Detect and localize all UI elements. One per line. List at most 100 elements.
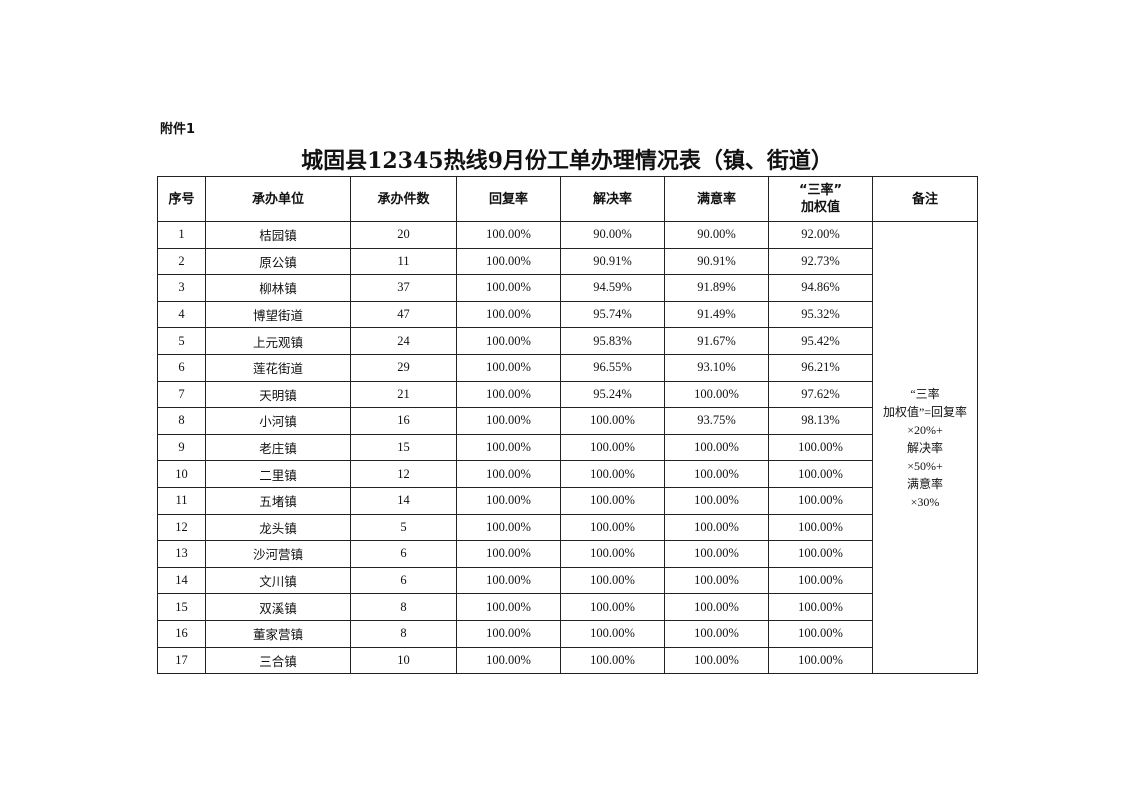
cell-count: 8 bbox=[350, 619, 457, 648]
cell-reply-rate: 100.00% bbox=[456, 327, 561, 355]
cell-index: 1 bbox=[157, 221, 206, 249]
cell-resolve-rate: 95.74% bbox=[560, 300, 665, 329]
cell-reply-rate: 100.00% bbox=[456, 566, 561, 595]
cell-resolve-rate: 100.00% bbox=[560, 460, 665, 488]
header-unit: 承办单位 bbox=[205, 176, 351, 222]
cell-resolve-rate: 95.83% bbox=[560, 327, 665, 355]
cell-satisfaction-rate: 93.75% bbox=[664, 407, 769, 435]
table-row: 6 莲花街道 29 100.00% 96.55% 93.10% 96.21% bbox=[157, 353, 978, 382]
cell-satisfaction-rate: 100.00% bbox=[664, 593, 769, 621]
cell-count: 12 bbox=[350, 460, 457, 488]
table-row: 9 老庄镇 15 100.00% 100.00% 100.00% 100.00% bbox=[157, 433, 978, 462]
cell-weighted-value: 100.00% bbox=[768, 486, 873, 515]
cell-reply-rate: 100.00% bbox=[456, 274, 561, 302]
cell-satisfaction-rate: 93.10% bbox=[664, 353, 769, 382]
cell-index: 17 bbox=[157, 646, 206, 675]
cell-unit: 龙头镇 bbox=[205, 513, 351, 542]
table-row: 2 原公镇 11 100.00% 90.91% 90.91% 92.73% bbox=[157, 247, 978, 276]
cell-resolve-rate: 100.00% bbox=[560, 566, 665, 595]
cell-index: 10 bbox=[157, 460, 206, 488]
cell-resolve-rate: 95.24% bbox=[560, 380, 665, 409]
cell-unit: 老庄镇 bbox=[205, 433, 351, 462]
header-satisfaction-rate: 满意率 bbox=[664, 176, 769, 222]
table-row: 3 柳林镇 37 100.00% 94.59% 91.89% 94.86% bbox=[157, 274, 978, 302]
attachment-label: 附件1 bbox=[160, 122, 196, 137]
table-row: 12 龙头镇 5 100.00% 100.00% 100.00% 100.00% bbox=[157, 513, 978, 542]
cell-resolve-rate: 100.00% bbox=[560, 486, 665, 515]
cell-index: 4 bbox=[157, 300, 206, 329]
cell-count: 5 bbox=[350, 513, 457, 542]
cell-unit: 博望街道 bbox=[205, 300, 351, 329]
cell-satisfaction-rate: 100.00% bbox=[664, 540, 769, 568]
cell-satisfaction-rate: 91.67% bbox=[664, 327, 769, 355]
table-row: 16 董家营镇 8 100.00% 100.00% 100.00% 100.00% bbox=[157, 619, 978, 648]
cell-resolve-rate: 100.00% bbox=[560, 513, 665, 542]
table-row: 13 沙河营镇 6 100.00% 100.00% 100.00% 100.00% bbox=[157, 540, 978, 568]
header-index: 序号 bbox=[157, 176, 206, 222]
cell-reply-rate: 100.00% bbox=[456, 380, 561, 409]
cell-count: 10 bbox=[350, 646, 457, 675]
cell-count: 29 bbox=[350, 353, 457, 382]
table-row: 14 文川镇 6 100.00% 100.00% 100.00% 100.00% bbox=[157, 566, 978, 595]
cell-unit: 董家营镇 bbox=[205, 619, 351, 648]
cell-count: 47 bbox=[350, 300, 457, 329]
cell-unit: 三合镇 bbox=[205, 646, 351, 675]
cell-resolve-rate: 100.00% bbox=[560, 593, 665, 621]
cell-resolve-rate: 90.00% bbox=[560, 221, 665, 249]
cell-count: 11 bbox=[350, 247, 457, 276]
page-title: 城固县12345热线9月份工单办理情况表（镇、街道） bbox=[301, 148, 833, 174]
cell-satisfaction-rate: 100.00% bbox=[664, 513, 769, 542]
cell-weighted-value: 94.86% bbox=[768, 274, 873, 302]
cell-reply-rate: 100.00% bbox=[456, 433, 561, 462]
cell-index: 2 bbox=[157, 247, 206, 276]
cell-resolve-rate: 100.00% bbox=[560, 619, 665, 648]
cell-satisfaction-rate: 91.49% bbox=[664, 300, 769, 329]
work-order-table: 序号 承办单位 承办件数 回复率 解决率 满意率 “三率” 加权值 备注 1 桔园镇 20 100.… bbox=[157, 176, 978, 675]
cell-index: 11 bbox=[157, 486, 206, 515]
cell-unit: 二里镇 bbox=[205, 460, 351, 488]
cell-unit: 原公镇 bbox=[205, 247, 351, 276]
cell-index: 12 bbox=[157, 513, 206, 542]
cell-resolve-rate: 96.55% bbox=[560, 353, 665, 382]
header-weighted-value: “三率” 加权值 bbox=[768, 176, 873, 222]
cell-count: 15 bbox=[350, 433, 457, 462]
table-row: 17 三合镇 10 100.00% 100.00% 100.00% 100.00% bbox=[157, 646, 978, 675]
cell-reply-rate: 100.00% bbox=[456, 460, 561, 488]
cell-weighted-value: 96.21% bbox=[768, 353, 873, 382]
cell-reply-rate: 100.00% bbox=[456, 221, 561, 249]
header-count: 承办件数 bbox=[350, 176, 457, 222]
cell-weighted-value: 100.00% bbox=[768, 513, 873, 542]
cell-reply-rate: 100.00% bbox=[456, 646, 561, 675]
cell-satisfaction-rate: 90.00% bbox=[664, 221, 769, 249]
cell-satisfaction-rate: 100.00% bbox=[664, 380, 769, 409]
cell-unit: 柳林镇 bbox=[205, 274, 351, 302]
cell-index: 7 bbox=[157, 380, 206, 409]
cell-satisfaction-rate: 100.00% bbox=[664, 460, 769, 488]
cell-count: 8 bbox=[350, 593, 457, 621]
cell-satisfaction-rate: 91.89% bbox=[664, 274, 769, 302]
cell-resolve-rate: 100.00% bbox=[560, 407, 665, 435]
cell-weighted-value: 100.00% bbox=[768, 540, 873, 568]
table-row: 8 小河镇 16 100.00% 100.00% 93.75% 98.13% bbox=[157, 407, 978, 435]
cell-weighted-value: 100.00% bbox=[768, 593, 873, 621]
header-remarks: 备注 bbox=[872, 176, 978, 222]
cell-resolve-rate: 90.91% bbox=[560, 247, 665, 276]
cell-unit: 五堵镇 bbox=[205, 486, 351, 515]
cell-satisfaction-rate: 100.00% bbox=[664, 566, 769, 595]
table-row: 11 五堵镇 14 100.00% 100.00% 100.00% 100.00% bbox=[157, 486, 978, 515]
table-row: 1 桔园镇 20 100.00% 90.00% 90.00% 92.00% “三率 加权值”=… bbox=[157, 220, 978, 675]
cell-index: 3 bbox=[157, 274, 206, 302]
cell-satisfaction-rate: 90.91% bbox=[664, 247, 769, 276]
cell-reply-rate: 100.00% bbox=[456, 593, 561, 621]
cell-unit: 沙河营镇 bbox=[205, 540, 351, 568]
cell-reply-rate: 100.00% bbox=[456, 300, 561, 329]
cell-unit: 双溪镇 bbox=[205, 593, 351, 621]
cell-reply-rate: 100.00% bbox=[456, 353, 561, 382]
table-row: 15 双溪镇 8 100.00% 100.00% 100.00% 100.00% bbox=[157, 593, 978, 621]
cell-unit: 天明镇 bbox=[205, 380, 351, 409]
cell-count: 16 bbox=[350, 407, 457, 435]
cell-reply-rate: 100.00% bbox=[456, 619, 561, 648]
cell-index: 9 bbox=[157, 433, 206, 462]
cell-count: 24 bbox=[350, 327, 457, 355]
cell-reply-rate: 100.00% bbox=[456, 407, 561, 435]
